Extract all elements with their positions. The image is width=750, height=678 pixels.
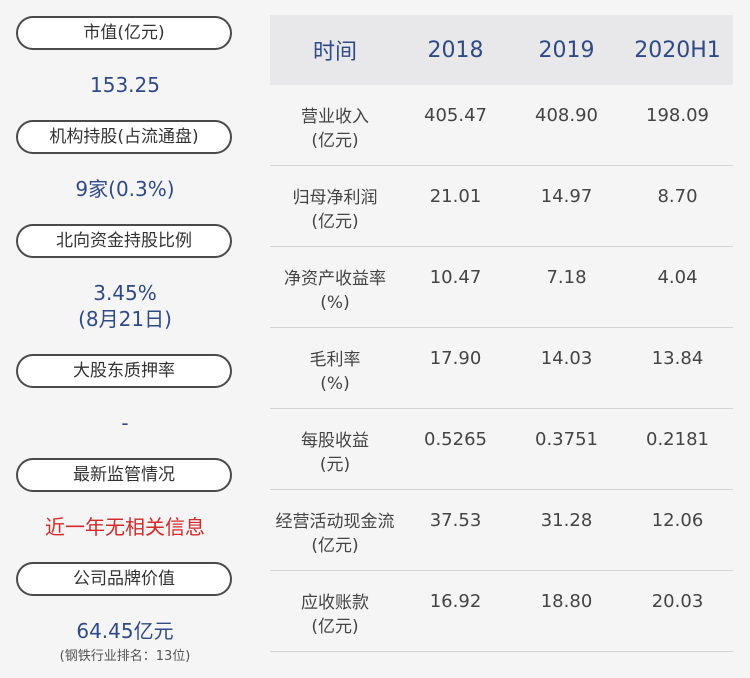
- cell: 0.3751: [535, 429, 598, 450]
- northbound-date: (8月21日): [78, 307, 172, 331]
- cell: 408.90: [535, 105, 598, 126]
- institution-value: 9家(0.3%): [75, 177, 175, 201]
- table-row: 经营活动现金流 (亿元) 37.53 31.28 12.06: [270, 490, 733, 571]
- header-2018: 2018: [427, 37, 484, 63]
- institution-label: 机构持股(占流通盘): [16, 120, 232, 154]
- cell: 13.84: [651, 348, 704, 369]
- cell: 20.03: [651, 591, 704, 612]
- cell: 8.70: [657, 186, 698, 207]
- cell: 0.2181: [646, 429, 709, 450]
- table-row: 应收账款 (亿元) 16.92 18.80 20.03: [270, 571, 733, 652]
- row-label: 营业收入 (亿元): [301, 107, 369, 151]
- cell: 31.28: [540, 510, 593, 531]
- northbound-value: 3.45%: [93, 281, 157, 305]
- pledge-label: 大股东质押率: [16, 354, 232, 388]
- row-label: 经营活动现金流 (亿元): [275, 512, 395, 556]
- supervision-value: 近一年无相关信息: [45, 515, 205, 539]
- header-2019: 2019: [538, 37, 595, 63]
- brand-value: 64.45亿元: [76, 619, 174, 643]
- financial-table: 时间 2018 2019 2020H1 营业收入 (亿元) 405.47 408.…: [270, 15, 733, 652]
- cell: 0.5265: [424, 429, 487, 450]
- table-row: 净资产收益率 (%) 10.47 7.18 4.04: [270, 247, 733, 328]
- cell: 14.97: [540, 186, 593, 207]
- summary-panel: 市值(亿元) 153.25 机构持股(占流通盘) 9家(0.3%) 北向资金持股…: [0, 0, 250, 678]
- cell: 21.01: [429, 186, 482, 207]
- cell: 7.18: [546, 267, 587, 288]
- cell: 198.09: [646, 105, 709, 126]
- row-label: 毛利率 (%): [309, 350, 361, 394]
- table-row: 毛利率 (%) 17.90 14.03 13.84: [270, 328, 733, 409]
- market-cap-value: 153.25: [90, 73, 160, 97]
- table-header: 时间 2018 2019 2020H1: [270, 15, 733, 85]
- supervision-label: 最新监管情况: [16, 458, 232, 492]
- pledge-value: -: [121, 411, 129, 435]
- row-label: 每股收益 (元): [301, 431, 369, 475]
- cell: 37.53: [429, 510, 482, 531]
- brand-label: 公司品牌价值: [16, 562, 232, 596]
- row-label: 归母净利润 (亿元): [292, 188, 378, 232]
- market-cap-label: 市值(亿元): [16, 16, 232, 50]
- cell: 16.92: [429, 591, 482, 612]
- header-time: 时间: [312, 40, 357, 65]
- brand-note: (钢铁行业排名：13位): [59, 649, 191, 664]
- row-label: 净资产收益率 (%): [284, 269, 386, 313]
- cell: 12.06: [651, 510, 704, 531]
- cell: 10.47: [429, 267, 482, 288]
- header-2020h1: 2020H1: [634, 37, 721, 63]
- northbound-label: 北向资金持股比例: [16, 224, 232, 258]
- table-row: 每股收益 (元) 0.5265 0.3751 0.2181: [270, 409, 733, 490]
- cell: 18.80: [540, 591, 593, 612]
- cell: 4.04: [657, 267, 698, 288]
- row-label: 应收账款 (亿元): [301, 593, 369, 637]
- cell: 14.03: [540, 348, 593, 369]
- table-row: 归母净利润 (亿元) 21.01 14.97 8.70: [270, 166, 733, 247]
- table-row: 营业收入 (亿元) 405.47 408.90 198.09: [270, 85, 733, 166]
- cell: 17.90: [429, 348, 482, 369]
- cell: 405.47: [424, 105, 487, 126]
